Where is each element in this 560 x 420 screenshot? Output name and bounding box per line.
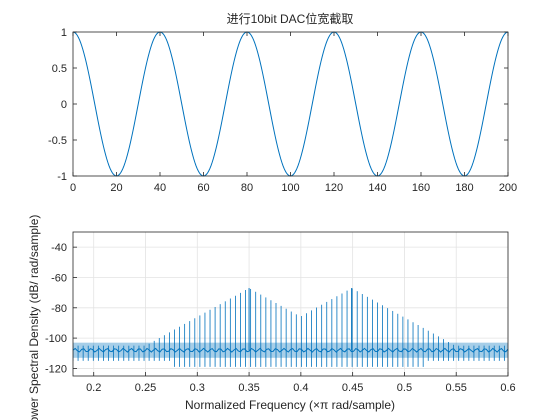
top-ytick-label: -1 xyxy=(57,171,67,183)
bottom-ytick-label: -40 xyxy=(51,242,67,254)
top-xtick-label: 160 xyxy=(412,182,430,194)
top-xtick-label: 140 xyxy=(368,182,386,194)
bottom-xtick-label: 0.55 xyxy=(446,382,467,394)
top-xtick-label: 120 xyxy=(325,182,343,194)
top-xtick-label: 40 xyxy=(154,182,166,194)
bottom-ytick-label: -60 xyxy=(51,272,67,284)
top-xtick-label: 20 xyxy=(110,182,122,194)
top-xtick-label: 60 xyxy=(197,182,209,194)
bottom-series-group-0 xyxy=(73,288,508,367)
top-plot-area xyxy=(73,32,508,176)
bottom-plot-axes: 0.2 0.25 0.3 0.35 0.4 0.45 0.5 0.55 0.6 -120 -100 -… xyxy=(45,231,516,394)
bottom-floor-trace xyxy=(73,347,508,353)
bottom-xtick-label: 0.25 xyxy=(135,382,156,394)
top-xtick-label: 100 xyxy=(281,182,299,194)
top-ytick-label: 1 xyxy=(61,27,67,39)
top-plot-title: 进行10bit DAC位宽截取 xyxy=(227,11,354,26)
bottom-xtick-label: 0.4 xyxy=(293,382,308,394)
bottom-ytick-label: -120 xyxy=(45,363,67,375)
top-xtick-label: 0 xyxy=(70,182,76,194)
bottom-xtick-label: 0.3 xyxy=(190,382,205,394)
bottom-xtick-label: 0.35 xyxy=(238,382,259,394)
bottom-xtick-label: 0.2 xyxy=(86,382,101,394)
bottom-xtick-label: 0.45 xyxy=(342,382,363,394)
bottom-plot-ylabel: Power Spectral Density (dB/ rad/sample) xyxy=(27,215,41,420)
bottom-ytick-label: -80 xyxy=(51,303,67,315)
top-xtick-label: 180 xyxy=(455,182,473,194)
top-xtick-label: 200 xyxy=(499,182,517,194)
top-xtick-label: 80 xyxy=(241,182,253,194)
bottom-plot-frame xyxy=(72,231,509,377)
top-ytick-label: 0 xyxy=(61,99,67,111)
bottom-plot-xlabel: Normalized Frequency (×π rad/sample) xyxy=(185,398,395,412)
top-ytick-label: 0.5 xyxy=(52,63,67,75)
top-plot-axes: 0 20 40 60 80 100 120 140 160 180 200 -1 -0.5 0 0.5 1 xyxy=(48,27,517,194)
top-ytick-label: -0.5 xyxy=(48,135,67,147)
bottom-xtick-label: 0.6 xyxy=(500,382,515,394)
bottom-ytick-label: -100 xyxy=(45,333,67,345)
bottom-xtick-label: 0.5 xyxy=(397,382,412,394)
